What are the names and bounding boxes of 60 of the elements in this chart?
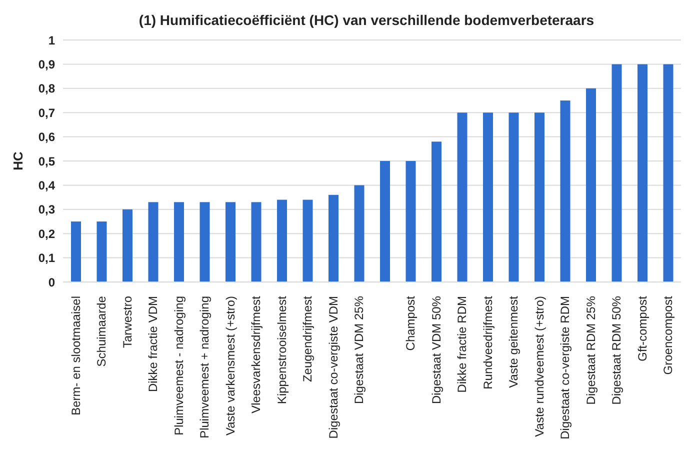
y-tick-label: 0,8: [38, 82, 56, 96]
x-tick-label: Rundveedrijfmest: [480, 295, 495, 390]
x-tick-label: Vaste varkensmest (+stro): [223, 296, 238, 436]
x-tick-label: Groencompost: [661, 295, 676, 375]
bar: [432, 142, 442, 282]
bar: [638, 64, 648, 282]
x-tick-label: Pluimveemest + nadroging: [198, 296, 212, 438]
y-tick-label: 0,5: [38, 154, 56, 168]
bar: [96, 222, 107, 282]
x-tick-label: Digestaat co-vergiste VDM: [326, 296, 340, 439]
bar: [148, 202, 158, 282]
chart-title: (1) Humificatiecoëfficiënt (HC) van verschillende bodemverbeteraars: [138, 11, 596, 30]
bar: [226, 202, 236, 282]
x-tick-label: Digestaat VDM 50%: [429, 296, 444, 404]
bar: [200, 202, 210, 282]
bar: [508, 112, 519, 282]
x-tick-label: Zeugendrijfmest: [300, 295, 315, 382]
bar: [612, 64, 622, 282]
y-tick-label: 0,7: [38, 106, 56, 120]
bar: [354, 185, 364, 282]
x-tick-label: Dikke fractie VDM: [146, 296, 160, 392]
x-tick-label: Digestaat VDM 25%: [352, 296, 366, 404]
bar: [586, 88, 596, 282]
y-tick-label: 0,6: [38, 130, 56, 144]
bar: [663, 64, 674, 282]
bar: [174, 202, 184, 282]
y-tick-label: 0,2: [38, 226, 56, 241]
bar: [534, 112, 544, 282]
y-axis-title: HC: [10, 151, 26, 170]
x-tick-label: Vaste rundveemest (+stro): [532, 296, 546, 437]
y-tick-label: 0,9: [38, 57, 56, 72]
x-tick-label: Schuimaarde: [94, 296, 109, 367]
y-tick-label: 0,4: [38, 178, 56, 192]
y-tick-label: 0,3: [38, 202, 56, 217]
x-tick-label: Champost: [404, 295, 418, 351]
bar: [328, 194, 338, 282]
x-tick-label: Digestaat RDM 50%: [610, 296, 624, 405]
bar: [277, 200, 287, 282]
y-tick-label: 1: [48, 33, 56, 48]
x-tick-label: Vaste geitenmest: [506, 295, 521, 388]
x-tick-label: Kippenstrooiselmest: [274, 295, 289, 404]
x-tick-label: Digestaat co-vergiste RDM: [558, 296, 572, 440]
bar: [251, 202, 262, 282]
x-tick-label: Digestaat RDM 25%: [584, 296, 598, 405]
y-tick-label: 0: [48, 275, 56, 290]
bar: [457, 112, 468, 282]
bar: [483, 112, 493, 282]
x-tick-label: Dikke fractie RDM: [455, 296, 470, 393]
bar: [380, 161, 390, 282]
bar: [560, 100, 570, 282]
bar: [122, 209, 132, 282]
x-tick-label: Berm- en slootmaaisel: [68, 296, 83, 416]
y-tick-label: 0,1: [38, 251, 56, 266]
bar: [406, 161, 416, 282]
x-tick-label: Gft-compost: [635, 295, 650, 362]
bar: [302, 200, 313, 282]
x-tick-label: Vleesvarkensdrijfmest: [249, 295, 264, 414]
x-tick-label: Tarwestro: [120, 296, 134, 348]
bar: [71, 222, 81, 282]
x-tick-label: Pluimveemest - nadroging: [172, 296, 186, 436]
